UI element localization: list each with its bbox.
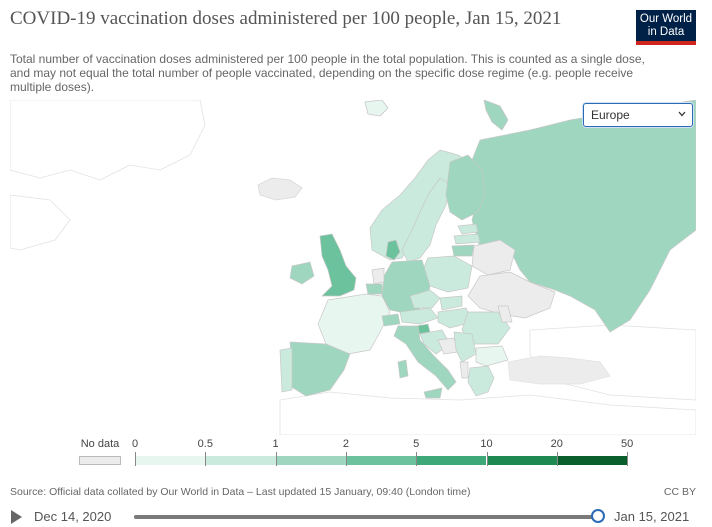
legend-bin-1[interactable] bbox=[205, 456, 276, 465]
legend-bin-3[interactable] bbox=[345, 456, 417, 465]
novaya-zemlya-shape bbox=[483, 100, 509, 131]
timeline-track[interactable] bbox=[134, 515, 599, 519]
legend-tick-mark bbox=[345, 452, 347, 466]
country-belgium[interactable] bbox=[365, 283, 383, 295]
legend-tick-label: 20 bbox=[550, 438, 563, 450]
country-romania[interactable] bbox=[461, 311, 511, 345]
legend-tick-mark bbox=[416, 452, 418, 466]
country-turkey[interactable] bbox=[507, 355, 611, 385]
chart-subtitle: Total number of vaccination doses admini… bbox=[10, 52, 645, 94]
play-icon[interactable] bbox=[11, 510, 22, 524]
legend-tick-label: 5 bbox=[413, 438, 420, 450]
license-link[interactable]: CC BY bbox=[663, 486, 696, 498]
country-lithuania[interactable] bbox=[451, 244, 475, 257]
timeline: Dec 14, 2020 Jan 15, 2021 bbox=[0, 505, 712, 527]
country-albania[interactable] bbox=[459, 361, 469, 379]
logo-accent-bar bbox=[636, 41, 696, 45]
timeline-end-label[interactable]: Jan 15, 2021 bbox=[614, 509, 690, 524]
country-ukraine[interactable] bbox=[467, 271, 556, 319]
country-greece[interactable] bbox=[467, 365, 495, 397]
timeline-fill bbox=[134, 515, 599, 519]
legend-no-data-label: No data bbox=[80, 438, 120, 450]
country-united-kingdom[interactable] bbox=[319, 233, 357, 297]
country-austria[interactable] bbox=[399, 307, 439, 325]
country-sweden[interactable] bbox=[401, 177, 451, 263]
country-slovakia[interactable] bbox=[439, 295, 463, 311]
chart-title: COVID-19 vaccination doses administered … bbox=[10, 8, 562, 29]
canada-outline bbox=[10, 194, 71, 251]
country-latvia[interactable] bbox=[453, 233, 481, 245]
logo-line-2: in Data bbox=[647, 26, 685, 38]
country-serbia[interactable] bbox=[453, 331, 477, 363]
region-dropdown[interactable]: Europe bbox=[583, 103, 693, 127]
svalbard-shape bbox=[364, 100, 389, 117]
legend-no-data-box[interactable] bbox=[79, 456, 121, 465]
legend-tick-label: 2 bbox=[342, 438, 349, 450]
region-selected-value: Europe bbox=[591, 108, 630, 122]
country-czechia[interactable] bbox=[409, 289, 441, 309]
legend-tick-label: 1 bbox=[272, 438, 279, 450]
country-denmark[interactable] bbox=[385, 239, 401, 261]
country-moldova[interactable] bbox=[497, 305, 513, 323]
legend-tick-mark bbox=[135, 452, 136, 466]
logo-line-1: Our World bbox=[639, 13, 693, 25]
north-africa-outline bbox=[279, 391, 696, 435]
legend-bin-6[interactable] bbox=[556, 456, 628, 465]
country-italy[interactable] bbox=[393, 325, 457, 391]
legend-bin-4[interactable] bbox=[416, 456, 487, 465]
country-spain[interactable] bbox=[289, 341, 351, 397]
owid-logo[interactable]: Our World in Data bbox=[636, 10, 696, 45]
country-netherlands[interactable] bbox=[371, 267, 385, 285]
country-hungary[interactable] bbox=[437, 307, 473, 329]
color-legend: No data 0 0.5 1 2 5 10 20 50 bbox=[0, 438, 712, 474]
legend-tick-label: 0 bbox=[131, 438, 139, 450]
country-sicily[interactable] bbox=[423, 387, 443, 399]
country-bulgaria[interactable] bbox=[475, 345, 509, 367]
legend-bin-0[interactable] bbox=[135, 456, 206, 465]
timeline-start-label[interactable]: Dec 14, 2020 bbox=[34, 509, 112, 524]
legend-bin-2[interactable] bbox=[275, 456, 346, 465]
legend-tick-mark bbox=[205, 452, 207, 466]
europe-map[interactable] bbox=[10, 100, 696, 435]
legend-tick-mark bbox=[556, 452, 558, 466]
legend-tick-mark bbox=[486, 452, 488, 466]
country-estonia[interactable] bbox=[457, 223, 479, 235]
legend-tick-label: 50 bbox=[620, 438, 634, 450]
legend-tick-mark bbox=[275, 452, 277, 466]
iceland-shape bbox=[257, 177, 303, 201]
country-sardinia[interactable] bbox=[397, 359, 409, 379]
legend-bin-5[interactable] bbox=[486, 456, 557, 465]
timeline-handle[interactable] bbox=[591, 509, 605, 523]
background-land bbox=[10, 100, 696, 435]
country-ireland[interactable] bbox=[289, 261, 315, 285]
chevron-down-icon bbox=[678, 111, 686, 117]
source-note: Source: Official data collated by Our Wo… bbox=[10, 486, 471, 498]
country-switzerland[interactable] bbox=[381, 313, 401, 327]
country-france[interactable] bbox=[317, 293, 391, 355]
country-portugal[interactable] bbox=[279, 347, 293, 393]
legend-tick-mark bbox=[627, 452, 629, 466]
legend-tick-label: 0.5 bbox=[197, 438, 213, 450]
legend-tick-label: 10 bbox=[480, 438, 493, 450]
countries bbox=[279, 100, 696, 399]
greenland-outline bbox=[10, 100, 206, 181]
country-finland[interactable] bbox=[445, 154, 486, 221]
